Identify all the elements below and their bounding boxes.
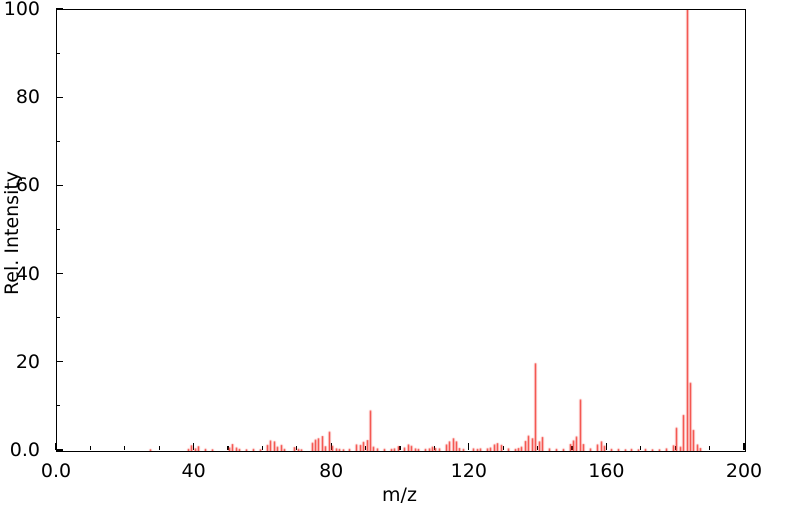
x-tick-major: [55, 443, 57, 450]
x-tick-label: 200: [725, 460, 763, 482]
y-tick-label: 0.0: [9, 439, 40, 461]
y-tick-label: 20: [15, 350, 40, 373]
x-tick-label: 0.0: [40, 460, 72, 482]
y-tick-label: 40: [15, 262, 40, 285]
x-tick-label: 120: [450, 460, 487, 482]
y-axis-label: Rel. Intensity: [1, 170, 23, 296]
x-tick-label: 40: [181, 460, 206, 482]
plot-area: [56, 9, 746, 452]
x-axis-label: m/z: [382, 484, 417, 506]
x-tick-label: 160: [588, 460, 625, 482]
spectrum-canvas: [57, 10, 745, 451]
y-tick-major: [56, 8, 63, 10]
x-tick-label: 80: [319, 460, 344, 482]
y-tick-label: 80: [15, 86, 40, 109]
y-tick-label: 100: [3, 0, 40, 20]
y-tick-label: 60: [15, 174, 40, 197]
